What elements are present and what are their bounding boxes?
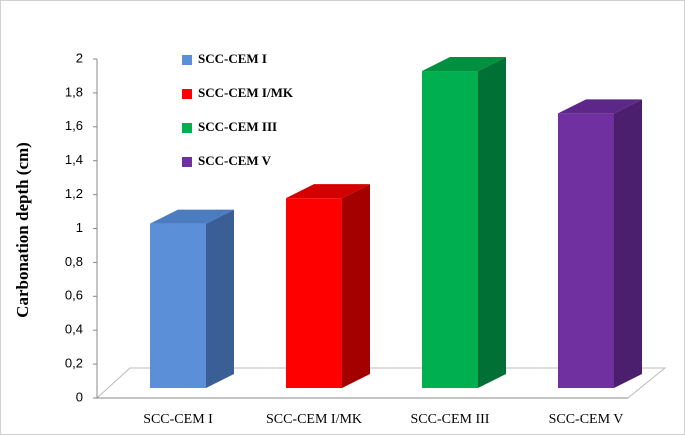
bar-side: [206, 209, 234, 388]
bar-top: [558, 99, 642, 114]
legend-swatch: [182, 123, 192, 133]
bar-top: [422, 57, 506, 72]
legend-swatch: [182, 157, 192, 167]
x-tick-label: SCC-CEM I: [143, 412, 213, 427]
y-tick-label: 0,2: [65, 356, 83, 371]
y-tick-label: 0: [76, 389, 83, 404]
bar: [558, 113, 614, 388]
y-tick-label: 1,2: [65, 186, 83, 201]
y-tick-label: 1,6: [65, 118, 83, 133]
legend-swatch: [182, 55, 192, 65]
bar: [286, 198, 342, 388]
legend-label: SCC-CEM I: [198, 51, 267, 66]
bar: [422, 71, 478, 388]
x-tick-label: SCC-CEM I/MK: [266, 412, 362, 427]
y-tick-label: 0,4: [65, 322, 83, 337]
legend-label: SCC-CEM III: [198, 119, 277, 134]
y-tick-label: 0,6: [65, 288, 83, 303]
x-tick-label: SCC-CEM V: [549, 412, 624, 427]
y-tick-label: 0,8: [65, 254, 83, 269]
y-tick-label: 2: [76, 50, 83, 65]
legend-swatch: [182, 89, 192, 99]
y-tick-label: 1,8: [65, 84, 83, 99]
bar-top: [286, 184, 370, 199]
y-tick-label: 1: [76, 220, 83, 235]
y-tick-label: 1,4: [65, 152, 83, 167]
bar-top: [150, 209, 234, 224]
bar: [150, 223, 206, 388]
legend-label: SCC-CEM I/MK: [198, 85, 294, 100]
bar-side: [342, 184, 370, 388]
y-axis-label: Carbonation depth (cm): [13, 142, 32, 318]
bar-side: [614, 99, 642, 388]
x-tick-label: SCC-CEM III: [411, 412, 490, 427]
bar-side: [478, 57, 506, 388]
legend-label: SCC-CEM V: [198, 153, 272, 168]
